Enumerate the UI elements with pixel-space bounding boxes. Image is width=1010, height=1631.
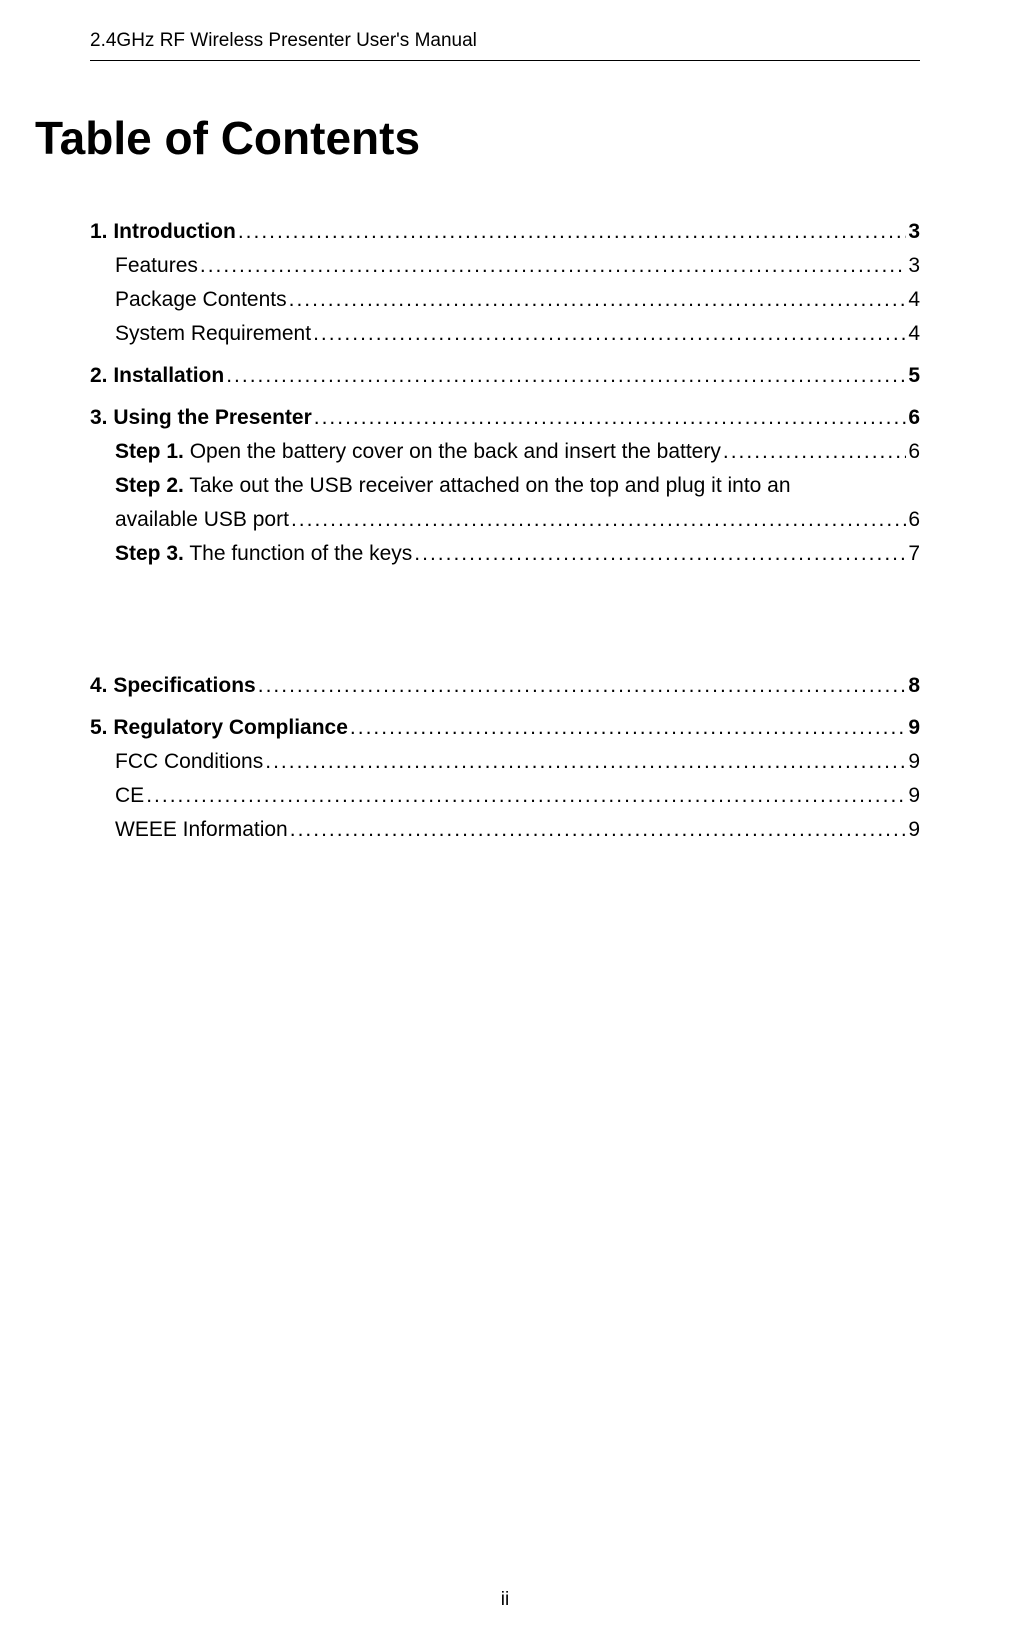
toc-main-row: 4. Specifications.......................…	[90, 674, 920, 698]
toc-main-row: 5. Regulatory Compliance................…	[90, 716, 920, 740]
header-text: 2.4GHz RF Wireless Presenter User's Manu…	[90, 30, 920, 52]
toc-sub-row: FCC Conditions..........................…	[90, 750, 920, 774]
toc-sub-text: System Requirement	[115, 322, 311, 346]
toc-page-number: 9	[908, 784, 920, 808]
toc-dots: ........................................…	[313, 322, 906, 346]
toc-page-number: 5	[908, 364, 920, 388]
toc-sub-line1: Step 2. Take out the USB receiver attach…	[115, 474, 920, 498]
toc-dots: ........................................…	[200, 254, 906, 278]
toc-main-row: 3. Using the Presenter..................…	[90, 406, 920, 430]
toc-page-number: 9	[908, 716, 920, 740]
toc-dots: ........................................…	[265, 750, 906, 774]
toc-page-number: 4	[908, 288, 920, 312]
toc-page-number: 3	[908, 254, 920, 278]
toc-page-number: 4	[908, 322, 920, 346]
toc-sub-text: CE	[115, 784, 144, 808]
toc-sub-rest: Take out the USB receiver attached on th…	[184, 474, 791, 497]
toc-dots: ........................................…	[350, 716, 906, 740]
toc-dots: ........................................…	[226, 364, 906, 388]
toc-sub-bold: Step 2.	[115, 474, 184, 497]
toc-sub-text: Step 1. Open the battery cover on the ba…	[115, 440, 721, 464]
toc-section: 5. Regulatory Compliance................…	[90, 716, 920, 842]
toc-dots: ........................................…	[291, 508, 906, 532]
page-container: 2.4GHz RF Wireless Presenter User's Manu…	[0, 0, 1010, 1631]
toc-page-number: 6	[908, 406, 920, 430]
toc-section: 4. Specifications.......................…	[90, 674, 920, 698]
toc-sub-rest: The function of the keys	[184, 542, 412, 565]
toc-main-row: 1. Introduction.........................…	[90, 220, 920, 244]
toc-sub-row: System Requirement......................…	[90, 322, 920, 346]
toc-page-number: 9	[908, 818, 920, 842]
toc-section: 2. Installation.........................…	[90, 364, 920, 388]
toc-dots: ........................................…	[314, 406, 907, 430]
toc-main-text: 1. Introduction	[90, 220, 236, 244]
toc-page-number: 6	[908, 440, 920, 464]
toc-page-number: 7	[908, 542, 920, 566]
toc-sub-text: Step 2. Take out the USB receiver attach…	[115, 474, 791, 498]
toc-section: 3. Using the Presenter..................…	[90, 406, 920, 566]
toc-sub-text: Features	[115, 254, 198, 278]
toc-dots: ........................................…	[289, 288, 907, 312]
toc-main-text: 3. Using the Presenter	[90, 406, 312, 430]
toc-dots: ........................................…	[238, 220, 906, 244]
toc-spacer	[90, 584, 920, 674]
toc-page-number: 3	[908, 220, 920, 244]
toc-page-number: 8	[908, 674, 920, 698]
toc-sub-row: Step 3. The function of the keys........…	[90, 542, 920, 566]
page-number: ii	[501, 1589, 509, 1611]
toc-sub-row: Step 1. Open the battery cover on the ba…	[90, 440, 920, 464]
toc-section: 1. Introduction.........................…	[90, 220, 920, 346]
header-line	[90, 60, 920, 61]
toc-sub-line2: available USB port .....................…	[115, 508, 920, 532]
toc-main-text: 5. Regulatory Compliance	[90, 716, 348, 740]
toc-sub-row: Step 2. Take out the USB receiver attach…	[90, 474, 920, 532]
toc-sub-row: WEEE Information........................…	[90, 818, 920, 842]
toc-sub-bold: Step 3.	[115, 542, 184, 565]
toc-main-row: 2. Installation.........................…	[90, 364, 920, 388]
toc-main-text: 4. Specifications	[90, 674, 256, 698]
toc-dots: ........................................…	[723, 440, 906, 464]
toc-sub-bold: Step 1.	[115, 440, 184, 463]
toc-main-text: 2. Installation	[90, 364, 224, 388]
toc-sub-row: Package Contents........................…	[90, 288, 920, 312]
toc-dots: ........................................…	[258, 674, 907, 698]
toc-sub-text: Step 3. The function of the keys	[115, 542, 412, 566]
toc-sub-row: Features................................…	[90, 254, 920, 278]
main-title: Table of Contents	[35, 111, 920, 165]
toc-sub-text: WEEE Information	[115, 818, 288, 842]
toc-page-number: 9	[908, 750, 920, 774]
toc-sub-row: CE......................................…	[90, 784, 920, 808]
toc-dots: ........................................…	[146, 784, 906, 808]
toc-sub-text: Package Contents	[115, 288, 287, 312]
toc-sub-rest: Open the battery cover on the back and i…	[184, 440, 721, 463]
toc-sub-text2: available USB port	[115, 508, 289, 532]
toc-dots: ........................................…	[290, 818, 907, 842]
toc-sub-text: FCC Conditions	[115, 750, 263, 774]
toc-dots: ........................................…	[414, 542, 906, 566]
toc-content: 1. Introduction.........................…	[90, 220, 920, 842]
toc-page-number: 6	[908, 508, 920, 532]
